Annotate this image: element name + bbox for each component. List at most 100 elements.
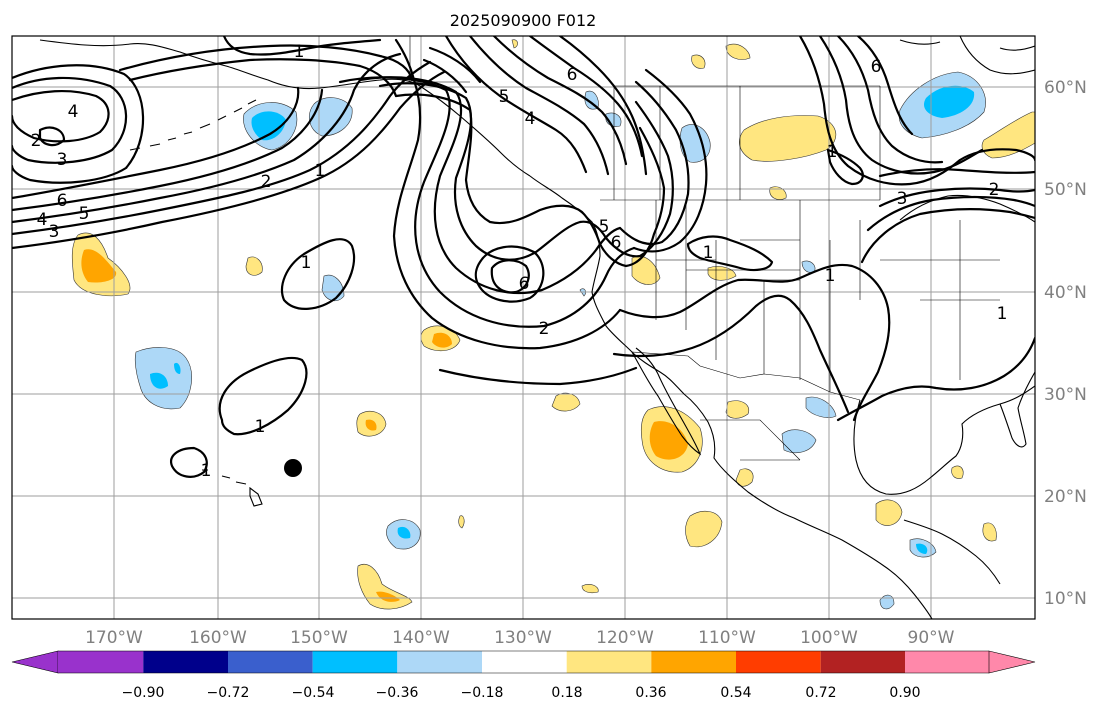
lon-label: 110°W bbox=[698, 628, 756, 648]
contour-label-3-canada: 3 bbox=[897, 189, 908, 209]
map-frame bbox=[11, 35, 1036, 620]
contour-label-4-bc: 4 bbox=[525, 109, 536, 129]
colorbar-tick: 0.72 bbox=[805, 685, 836, 701]
contour-line bbox=[836, 36, 944, 164]
contour-label-5-west: 5 bbox=[79, 204, 90, 224]
positive-anomaly-patch bbox=[982, 522, 997, 542]
colorbar-segment bbox=[566, 651, 652, 673]
contour-label-1-canada: 1 bbox=[827, 142, 838, 162]
positive-anomaly-core bbox=[81, 249, 117, 283]
lat-label: 10°N bbox=[1044, 589, 1087, 609]
aleutian-islands bbox=[129, 99, 257, 151]
colorbar-outline bbox=[58, 650, 989, 674]
colorbar-extend-min bbox=[11, 650, 59, 674]
lat-label: 30°N bbox=[1044, 385, 1087, 405]
colorbar-tick: −0.72 bbox=[207, 685, 250, 701]
map-title: 2025090900 F012 bbox=[450, 11, 597, 30]
lat-label: 60°N bbox=[1044, 78, 1087, 98]
contour-line bbox=[12, 52, 402, 224]
contour-line bbox=[490, 259, 530, 294]
contour-line bbox=[12, 89, 110, 143]
contour-line bbox=[474, 245, 545, 303]
contour-label-6-low: 6 bbox=[519, 274, 530, 294]
lat-label: 40°N bbox=[1044, 283, 1087, 303]
contour-label-3-west: 3 bbox=[57, 150, 68, 170]
contour-line bbox=[12, 88, 324, 212]
contour-label-2-east: 2 bbox=[989, 180, 1000, 200]
positive-anomaly-patch bbox=[725, 43, 751, 60]
contour-line bbox=[12, 64, 145, 184]
contour-line bbox=[604, 100, 674, 258]
lon-label: 160°W bbox=[189, 628, 247, 648]
contour-line bbox=[338, 76, 636, 328]
contour-line bbox=[218, 356, 308, 436]
colorbar-segment bbox=[143, 651, 228, 673]
contour-label-3-west-b: 3 bbox=[49, 222, 60, 242]
florida-coastline bbox=[999, 371, 1035, 448]
positive-anomaly-core bbox=[376, 591, 400, 602]
contour-label-6-canada: 6 bbox=[871, 57, 882, 77]
arctic-islands bbox=[899, 39, 1035, 51]
colorbar-tick: −0.36 bbox=[376, 685, 419, 701]
shaded-anomalies bbox=[71, 39, 1035, 610]
lon-label: 120°W bbox=[596, 628, 654, 648]
lat-label: 20°N bbox=[1044, 487, 1087, 507]
longitude-labels: 170°W 160°W 150°W 140°W 130°W 120°W 110°… bbox=[85, 628, 955, 648]
negative-anomaly-patch bbox=[781, 429, 817, 453]
contour-line bbox=[170, 446, 208, 478]
colorbar-tick: −0.54 bbox=[292, 685, 335, 701]
contour-line bbox=[878, 187, 1035, 208]
gulf-coastline bbox=[853, 385, 1035, 495]
contour-line bbox=[798, 36, 1035, 186]
contour-line bbox=[392, 38, 622, 350]
contour-label-1-gulf-south: 1 bbox=[315, 161, 326, 181]
negative-anomaly-core bbox=[923, 85, 975, 118]
latitude-labels: 60°N 50°N 40°N 30°N 20°N 10°N bbox=[1044, 78, 1087, 609]
positive-anomaly-patch bbox=[951, 465, 964, 479]
negative-anomaly-core bbox=[174, 362, 181, 374]
storm-marker-dot bbox=[284, 459, 302, 477]
lon-label: 140°W bbox=[392, 628, 450, 648]
contour-label-1-east: 1 bbox=[997, 304, 1008, 324]
contour-line bbox=[128, 58, 398, 98]
lon-label: 130°W bbox=[494, 628, 552, 648]
contour-line bbox=[632, 68, 708, 253]
contour-line bbox=[598, 126, 666, 268]
contour-label-5-bc: 5 bbox=[499, 87, 510, 107]
colorbar-tick: −0.18 bbox=[461, 685, 504, 701]
colorbar-tick-labels: −0.90 −0.72 −0.54 −0.36 −0.18 0.18 0.36 … bbox=[122, 685, 921, 701]
canada-provinces bbox=[613, 85, 881, 200]
contour-line bbox=[558, 36, 648, 176]
contour-line bbox=[378, 82, 608, 261]
contour-label-1-nevada: 1 bbox=[703, 243, 714, 263]
colorbar bbox=[11, 650, 1036, 674]
contour-label-group: 1 2 1 4 3 2 6 5 4 3 1 1 1 5 4 6 6 5 6 2 … bbox=[31, 42, 1008, 481]
lat-label: 50°N bbox=[1044, 180, 1087, 200]
positive-anomaly-patch bbox=[458, 515, 465, 529]
lon-label: 170°W bbox=[85, 628, 143, 648]
contour-label-1-gulf: 1 bbox=[294, 42, 305, 62]
contour-line bbox=[12, 86, 300, 200]
colorbar-segment bbox=[651, 651, 736, 673]
contour-label-2-west: 2 bbox=[31, 131, 42, 151]
contour-line bbox=[422, 46, 482, 94]
contour-line bbox=[836, 336, 1035, 422]
contour-line bbox=[612, 294, 850, 414]
contour-line bbox=[856, 36, 914, 136]
contour-line bbox=[878, 168, 1035, 178]
positive-anomaly-patch bbox=[245, 256, 263, 276]
political-borders bbox=[409, 36, 1000, 461]
colorbar-extend-max bbox=[988, 650, 1036, 674]
contour-line bbox=[826, 148, 864, 186]
colorbar-segment bbox=[482, 651, 567, 673]
contour-line bbox=[866, 195, 1035, 232]
colorbar-segment bbox=[905, 651, 989, 673]
contour-line bbox=[12, 60, 432, 236]
contour-line bbox=[38, 126, 66, 147]
contour-line bbox=[468, 36, 610, 176]
contour-label-4-west: 4 bbox=[68, 102, 79, 122]
lon-label: 150°W bbox=[290, 628, 348, 648]
positive-anomaly-core bbox=[432, 332, 452, 348]
lon-label: 100°W bbox=[800, 628, 858, 648]
positive-anomaly-patch bbox=[511, 39, 518, 49]
